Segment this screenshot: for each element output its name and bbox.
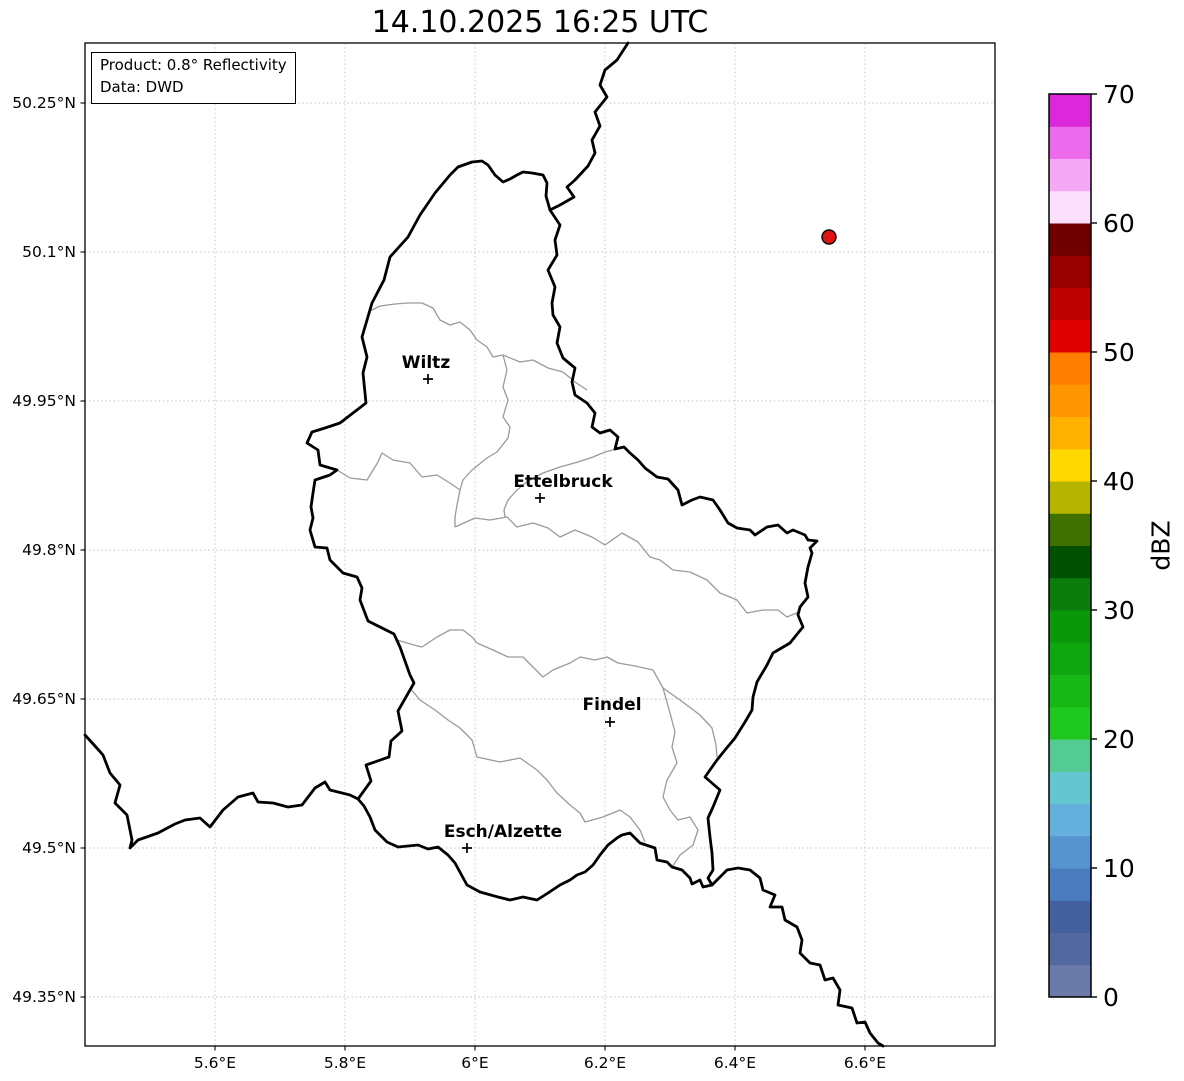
- colorbar-segment: [1049, 384, 1091, 417]
- y-tick-label: 49.95°N: [12, 392, 76, 410]
- y-tick-label: 50.25°N: [12, 94, 76, 112]
- radar-site-dot: [821, 229, 837, 245]
- colorbar-segment: [1049, 190, 1091, 224]
- neighbor-border-line: [548, 41, 630, 212]
- colorbar-tick-label: 40: [1103, 467, 1135, 496]
- axis-ticks-and-labels: 5.6°E 5.8°E 6°E 6.2°E 6.4°E 6.6°E 50.25°N 50.1°…: [12, 94, 886, 1072]
- colorbar: 0 10 20 30 40 50 60 70: [1048, 80, 1135, 1012]
- colorbar-segment: [1049, 803, 1091, 837]
- city-marker: [462, 843, 472, 853]
- colorbar-segment: [1049, 448, 1091, 482]
- colorbar-axis-label: dBZ: [1146, 520, 1176, 571]
- city-label: Esch/Alzette: [444, 822, 562, 842]
- district-border-line: [502, 354, 588, 391]
- y-tick-label: 49.5°N: [22, 839, 76, 857]
- colorbar-segment: [1049, 352, 1091, 385]
- district-border-line: [409, 687, 646, 843]
- city-marker: [605, 717, 615, 727]
- district-border-line: [454, 354, 511, 527]
- page-title: 14.10.2025 16:25 UTC: [371, 5, 709, 40]
- y-tick-label: 49.35°N: [12, 988, 76, 1006]
- city-marker: [535, 493, 545, 503]
- colorbar-outline: [1048, 93, 1092, 998]
- city-label: Findel: [582, 695, 641, 715]
- country-borders: [83, 41, 885, 1048]
- colorbar-segment: [1049, 94, 1091, 127]
- colorbar-segment: [1049, 577, 1091, 611]
- district-border-line: [336, 452, 461, 491]
- x-tick-label: 6.6°E: [844, 1054, 886, 1072]
- colorbar-segment: [1049, 642, 1091, 675]
- luxembourg-outline: [305, 159, 819, 902]
- colorbar-segment: [1049, 481, 1091, 514]
- x-tick-label: 6.4°E: [714, 1054, 756, 1072]
- district-borders: [336, 302, 800, 868]
- colorbar-tick-label: 0: [1103, 983, 1119, 1012]
- map-gridlines: [85, 43, 995, 1046]
- colorbar-tick-label: 50: [1103, 338, 1135, 367]
- colorbar-segment: [1049, 545, 1091, 579]
- colorbar-segment: [1049, 223, 1091, 256]
- city-annotations: Wiltz Ettelbruck Findel Esch/Alzette: [402, 353, 642, 853]
- y-tick-label: 49.65°N: [12, 690, 76, 708]
- colorbar-segment: [1049, 900, 1091, 933]
- district-border-line: [662, 687, 718, 758]
- colorbar-segment: [1049, 835, 1091, 869]
- y-tick-label: 50.1°N: [22, 243, 76, 261]
- colorbar-segment: [1049, 771, 1091, 804]
- colorbar-segment: [1049, 674, 1091, 708]
- colorbar-segment: [1049, 739, 1091, 772]
- x-tick-label: 6.2°E: [584, 1054, 626, 1072]
- colorbar-segment: [1049, 932, 1091, 966]
- neighbor-border-line: [83, 733, 360, 850]
- district-border-line: [396, 629, 619, 678]
- product-info-line2: Data: DWD: [100, 77, 184, 96]
- colorbar-segment: [1049, 513, 1091, 546]
- district-border-line: [503, 446, 625, 518]
- colorbar-tick-label: 20: [1103, 725, 1135, 754]
- plot-frame: [84, 42, 996, 1047]
- colorbar-tick-label: 70: [1103, 80, 1135, 109]
- colorbar-segment: [1049, 126, 1091, 159]
- product-info-box: Product: 0.8° Reflectivity Data: DWD: [91, 52, 296, 104]
- colorbar-segment: [1049, 706, 1091, 740]
- product-info-line1: Product: 0.8° Reflectivity: [100, 56, 287, 74]
- colorbar-tick-label: 10: [1103, 854, 1135, 883]
- city-marker: [423, 374, 433, 384]
- colorbar-segment: [1049, 255, 1091, 288]
- city-label: Wiltz: [402, 353, 451, 373]
- district-border-line: [367, 302, 504, 358]
- x-tick-label: 6°E: [461, 1054, 488, 1072]
- colorbar-segment: [1049, 868, 1091, 901]
- x-tick-label: 5.6°E: [194, 1054, 236, 1072]
- colorbar-segment: [1049, 319, 1091, 353]
- district-border-line: [454, 516, 800, 618]
- colorbar-tick-label: 30: [1103, 596, 1135, 625]
- city-label: Ettelbruck: [513, 472, 613, 492]
- neighbor-border-line: [710, 866, 885, 1048]
- colorbar-segment: [1049, 416, 1091, 450]
- colorbar-segment: [1049, 158, 1091, 192]
- x-tick-label: 5.8°E: [324, 1054, 366, 1072]
- colorbar-tick-label: 60: [1103, 209, 1135, 238]
- district-border-line: [617, 662, 699, 868]
- y-tick-label: 49.8°N: [22, 541, 76, 559]
- colorbar-segment: [1049, 964, 1091, 998]
- colorbar-segment: [1049, 610, 1091, 643]
- colorbar-segment: [1049, 287, 1091, 321]
